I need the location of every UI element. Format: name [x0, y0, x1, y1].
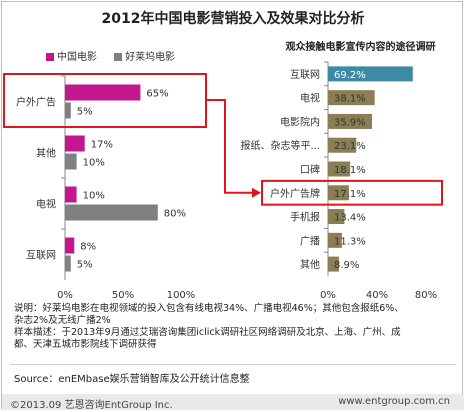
legend-swatch-china [46, 53, 54, 61]
left-bar-china [65, 135, 85, 152]
left-data-label: 5% [77, 107, 93, 118]
note-line-2: 杂志2%及无线广播2% [14, 315, 111, 326]
left-bar-china [65, 186, 77, 203]
left-category-label: 互联网 [26, 250, 56, 262]
notes: 说明：好莱坞电影在电视领域的投入包含有线电视34%、广播电视46%；其他包含报纸… [14, 303, 454, 351]
right-category-label: 电视 [300, 92, 320, 105]
right-bar [328, 232, 342, 248]
right-bar [328, 113, 372, 129]
right-x-tick-label: 0% [320, 290, 336, 300]
left-data-label: 65% [146, 89, 168, 100]
left-highlight-box [3, 73, 207, 128]
legend: 中国电影 好莱坞电影 [46, 48, 189, 63]
right-category-label: 其他 [300, 258, 320, 271]
legend-label-china: 中国电影 [57, 52, 97, 63]
right-bar [328, 209, 345, 225]
left-x-tick-label: 100% [167, 290, 196, 300]
right-category-label: 广播 [300, 234, 320, 247]
left-category-label: 其他 [36, 147, 56, 160]
right-x-tick-label: 80% [415, 290, 437, 300]
legend-item-china: 中国电影 [46, 48, 97, 63]
copyright-text: ©2013.09 艺恩咨询EntGroup Inc. [10, 400, 173, 411]
right-data-label: 69.2% [334, 70, 366, 81]
left-data-label: 10% [83, 191, 105, 202]
left-data-label: 17% [91, 140, 113, 151]
right-x-tick-label: 40% [366, 290, 388, 300]
right-category-label: 户外广告牌 [270, 187, 320, 200]
chart-title: 2012年中国电影营销投入及效果对比分析 [101, 11, 365, 27]
note-line-4: 都、天津五城市影院线下调研获得 [14, 339, 157, 350]
right-category-label: 口碑 [300, 163, 320, 176]
legend-item-hollywood: 好莱坞电影 [114, 48, 175, 63]
divider [10, 364, 456, 365]
left-bar-hollywood [65, 255, 71, 272]
connector-arrow-line [207, 99, 252, 194]
right-highlight-box [261, 179, 443, 206]
right-bar [328, 66, 413, 82]
source-text: Source：enEMbase娱乐营销智库及公开统计信息整 [14, 374, 250, 385]
right-data-label: 17.1% [334, 189, 366, 200]
left-category-label: 户外广告 [16, 96, 56, 109]
left-x-tick-label: 0% [57, 290, 73, 300]
left-data-label: 8% [80, 242, 96, 253]
left-data-label: 5% [77, 260, 93, 271]
right-category-label: 报纸、杂志等平... [240, 139, 320, 152]
right-data-label: 8.9% [334, 260, 359, 271]
left-data-label: 10% [83, 158, 105, 169]
left-bar-hollywood [65, 153, 77, 170]
right-data-label: 35.9% [334, 117, 366, 128]
right-bar [328, 256, 339, 272]
right-data-label: 23.1% [334, 141, 366, 152]
right-data-label: 13.4% [334, 213, 366, 224]
left-x-tick-label: 50% [112, 290, 134, 300]
right-data-label: 18.1% [334, 165, 366, 176]
right-bar [328, 185, 349, 201]
right-category-label: 互联网 [290, 69, 320, 81]
legend-label-hollywood: 好莱坞电影 [125, 52, 176, 63]
right-chart-title: 观众接触电影宣传内容的途径调研 [285, 42, 436, 53]
left-category-label: 电视 [36, 198, 56, 211]
note-line-1: 说明：好莱坞电影在电视领域的投入包含有线电视34%、广播电视46%；其他包含报纸… [14, 303, 404, 314]
left-bar-hollywood [65, 204, 158, 221]
left-data-label: 80% [164, 209, 186, 220]
right-bar [328, 137, 357, 153]
right-bar [328, 90, 375, 106]
left-bar-hollywood [65, 102, 71, 119]
left-bar-china [65, 84, 141, 101]
right-category-label: 电影院内 [280, 115, 320, 128]
right-data-label: 11.3% [334, 236, 366, 247]
right-data-label: 38.1% [334, 94, 366, 105]
site-url: www.entgroup.com.cn [338, 396, 450, 407]
note-line-3: 样本描述：于2013年9月通过艾瑞咨询集团iclick调研社区网络调研及北京、上… [14, 327, 401, 338]
right-category-label: 手机报 [290, 211, 320, 224]
connector-arrowhead [252, 187, 261, 198]
right-bar [328, 161, 351, 177]
footer-bar [2, 394, 464, 410]
left-bar-china [65, 237, 75, 254]
charts-svg: 户外广告 65% 5% 其他 17% 10% 电视 10% 80% 互联网 8% 5% 0% 50% 100… [3, 61, 443, 300]
legend-swatch-hollywood [114, 53, 123, 61]
